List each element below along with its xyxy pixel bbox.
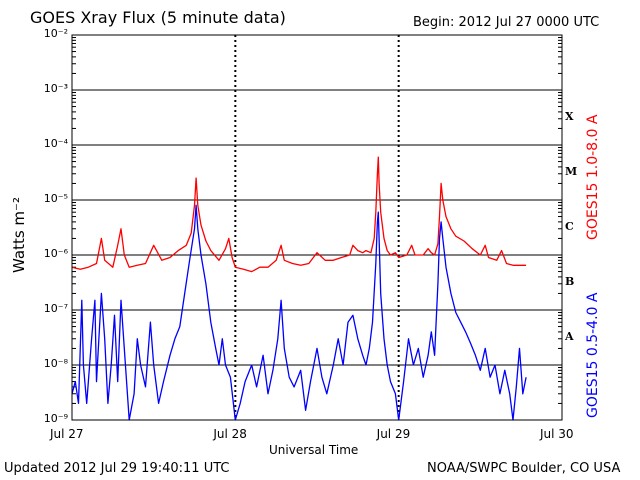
flare-class-B: B [565,274,575,288]
y-tick-label: 10⁻⁸ [43,357,68,370]
x-tick-label: Jul 27 [50,427,84,441]
x-tick-label: Jul 29 [376,427,411,441]
x-tick-label: Jul 30 [540,427,574,441]
y-tick-label: 10⁻⁷ [43,302,68,315]
series-line-0 [71,156,527,273]
begin-time-label: Begin: 2012 Jul 27 0000 UTC [413,15,600,30]
y-tick-label: 10⁻⁴ [43,137,68,150]
flare-class-C: C [565,219,574,233]
flare-class-A: A [565,329,574,343]
updated-timestamp: Updated 2012 Jul 29 19:40:11 UTC [4,461,230,476]
series-line-1 [71,204,527,421]
flare-class-M: M [565,164,578,178]
y-tick-label: 10⁻⁶ [43,247,68,260]
y-tick-label: 10⁻² [43,27,68,40]
plot-frame [71,34,563,421]
y-tick-label: 10⁻⁹ [43,412,68,425]
credit-label: NOAA/SWPC Boulder, CO USA [427,461,621,476]
x-tick-label: Jul 28 [213,427,247,441]
y-tick-label: 10⁻³ [43,82,68,95]
x-axis-label: Universal Time [269,443,359,457]
flare-class-X: X [565,109,574,123]
chart-title: GOES Xray Flux (5 minute data) [30,8,286,27]
y-tick-label: 10⁻⁵ [43,192,68,205]
